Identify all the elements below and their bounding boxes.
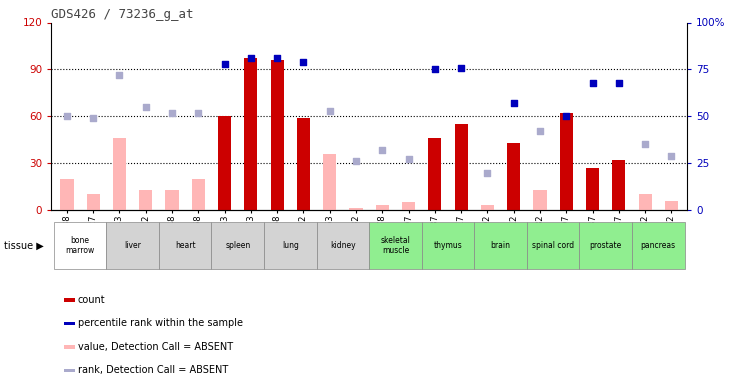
Text: percentile rank within the sample: percentile rank within the sample [77,318,243,328]
Text: rank, Detection Call = ABSENT: rank, Detection Call = ABSENT [77,365,228,375]
Bar [638,194,651,210]
Bar [560,113,573,210]
Bar [87,194,100,210]
Text: spleen: spleen [225,241,251,250]
Bar [61,179,74,210]
Text: spinal cord: spinal cord [532,241,574,250]
Point [508,100,520,106]
Bar [192,179,205,210]
Text: heart: heart [175,241,195,250]
Bar [211,222,264,269]
Text: brain: brain [491,241,510,250]
Bar [632,222,684,269]
Point [298,59,309,65]
Point [245,55,257,61]
Point [429,66,441,72]
Text: thymus: thymus [433,241,463,250]
Text: tissue ▶: tissue ▶ [4,241,43,250]
Point [534,128,546,134]
Point [613,80,625,86]
Text: prostate: prostate [589,241,622,250]
Bar [402,202,415,210]
Point [561,113,572,119]
Bar [580,222,632,269]
Bar [474,222,527,269]
Text: GDS426 / 73236_g_at: GDS426 / 73236_g_at [51,8,194,21]
Text: count: count [77,295,105,305]
Bar [297,118,310,210]
Bar [507,143,520,210]
Text: kidney: kidney [330,241,356,250]
Bar [455,124,468,210]
Point [140,104,151,110]
Point [219,61,230,67]
Point [639,141,651,147]
Text: liver: liver [124,241,141,250]
Bar [349,209,363,210]
Bar [664,201,678,210]
Bar [264,222,317,269]
Bar [422,222,474,269]
Point [482,170,493,176]
Point [403,156,414,162]
Point [350,158,362,164]
Bar [613,160,626,210]
Bar [270,60,284,210]
Bar [64,298,75,302]
Bar [323,154,336,210]
Point [113,72,125,78]
Point [324,108,336,114]
Point [665,153,677,159]
Text: skeletal
muscle: skeletal muscle [381,236,410,255]
Bar [113,138,126,210]
Bar [244,58,257,210]
Bar [54,222,106,269]
Bar [159,222,211,269]
Point [376,147,388,153]
Bar [369,222,422,269]
Bar [428,138,442,210]
Point [587,80,599,86]
Text: bone
marrow: bone marrow [66,236,95,255]
Point [455,64,467,70]
Bar [481,206,494,210]
Point [192,110,204,116]
Bar [106,222,159,269]
Text: lung: lung [282,241,299,250]
Text: value, Detection Call = ABSENT: value, Detection Call = ABSENT [77,342,232,352]
Bar [218,116,231,210]
Point [166,110,178,116]
Point [271,55,283,61]
Bar [139,190,152,210]
Bar [64,322,75,325]
Bar [317,222,369,269]
Bar [165,190,178,210]
Bar [586,168,599,210]
Bar [376,206,389,210]
Bar [64,345,75,348]
Point [61,113,73,119]
Bar [527,222,580,269]
Text: pancreas: pancreas [640,241,675,250]
Bar [64,369,75,372]
Bar [534,190,547,210]
Point [88,115,99,121]
